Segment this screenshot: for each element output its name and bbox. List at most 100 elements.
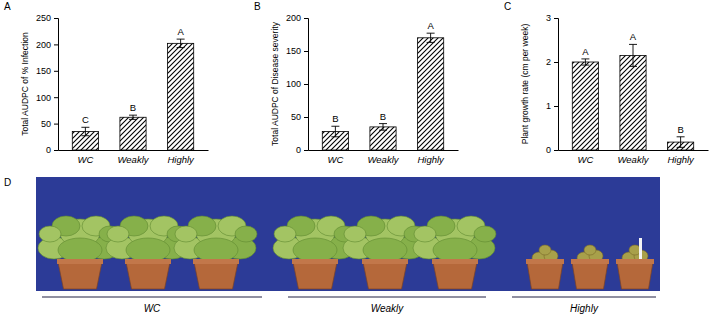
pot-rim bbox=[526, 259, 564, 264]
tick: 250 bbox=[36, 13, 58, 23]
error-cap bbox=[177, 47, 185, 48]
leaf bbox=[235, 226, 257, 242]
tick-mark bbox=[554, 62, 558, 63]
tick-mark bbox=[554, 150, 558, 151]
plant bbox=[273, 216, 356, 289]
axis-line bbox=[59, 150, 209, 151]
y-axis: 050100150200 bbox=[286, 13, 309, 155]
plant bbox=[616, 238, 654, 289]
error-stem bbox=[585, 59, 586, 65]
leaf bbox=[194, 238, 238, 262]
tick: WC bbox=[327, 150, 343, 165]
tick: WC bbox=[577, 150, 593, 165]
tick: 100 bbox=[286, 79, 308, 89]
error-cap bbox=[177, 39, 185, 40]
tick: Highly bbox=[417, 150, 445, 165]
plot-area: AAB0123WCWeaklyHighly bbox=[546, 13, 709, 164]
leaf bbox=[344, 226, 366, 242]
group-underline bbox=[42, 296, 262, 297]
pot bbox=[527, 262, 563, 289]
error-cap bbox=[331, 126, 339, 127]
panel-label: C bbox=[504, 1, 511, 12]
pot-rim bbox=[571, 259, 609, 264]
error-stem bbox=[180, 39, 181, 47]
bar bbox=[620, 55, 646, 150]
error-bar bbox=[177, 39, 185, 47]
tick-label: WC bbox=[77, 154, 93, 165]
group-underline bbox=[288, 296, 486, 297]
pot bbox=[572, 262, 608, 289]
significance-letter: B bbox=[130, 102, 136, 113]
leaf bbox=[274, 226, 296, 242]
significance-letter: A bbox=[427, 20, 434, 31]
tick-mark bbox=[54, 71, 58, 72]
group-underline bbox=[512, 296, 656, 297]
tick-label: 200 bbox=[36, 40, 51, 50]
tick-mark bbox=[304, 18, 308, 19]
leaf bbox=[293, 238, 337, 262]
tick-label: 200 bbox=[286, 13, 301, 23]
error-bar bbox=[629, 44, 637, 66]
tick: 0 bbox=[296, 145, 308, 155]
error-bar bbox=[427, 33, 435, 42]
tick: 0 bbox=[546, 145, 558, 155]
chart: BBBA050100150200WCWeaklyHighlyTotal AUDP… bbox=[254, 1, 459, 165]
plant bbox=[526, 245, 564, 289]
error-stem bbox=[85, 127, 86, 135]
x-axis: WC Weakly Highly bbox=[309, 150, 459, 165]
panel-label: D bbox=[4, 177, 11, 188]
significance-letter: A bbox=[630, 31, 637, 42]
leaf bbox=[107, 226, 129, 242]
error-stem bbox=[633, 44, 634, 66]
x-axis: WCWeaklyHighly bbox=[559, 150, 709, 165]
tick: WC bbox=[77, 150, 93, 165]
error-cap bbox=[427, 42, 435, 43]
error-cap bbox=[427, 33, 435, 34]
pot-rim bbox=[125, 259, 171, 264]
error-bar bbox=[331, 126, 339, 137]
tick: Highly bbox=[167, 150, 195, 165]
panel-label: B bbox=[254, 1, 261, 12]
error-bar bbox=[581, 59, 589, 65]
y-axis: 0123 bbox=[546, 13, 559, 155]
error-cap bbox=[629, 44, 637, 45]
tick-label: 250 bbox=[36, 13, 51, 23]
leaf bbox=[433, 238, 477, 262]
tick-mark bbox=[54, 124, 58, 125]
panel-label: A bbox=[4, 1, 11, 12]
significance-letter: B bbox=[677, 124, 683, 135]
tick-label: 1 bbox=[546, 101, 551, 111]
tick-mark bbox=[304, 84, 308, 85]
tick: Highly bbox=[667, 150, 695, 165]
tick: Weakly bbox=[368, 150, 400, 165]
tick-label: 3 bbox=[546, 13, 551, 23]
plant bbox=[174, 216, 257, 289]
tick-label: 0 bbox=[46, 145, 51, 155]
pot-rim bbox=[193, 259, 239, 264]
plant bbox=[413, 216, 496, 289]
tick-mark bbox=[54, 44, 58, 45]
photo-background bbox=[36, 177, 660, 291]
error-cap bbox=[81, 135, 89, 136]
leaf bbox=[58, 238, 102, 262]
error-stem bbox=[133, 115, 134, 119]
leaf bbox=[363, 238, 407, 262]
figure: ACBA050100150200250WCWeaklyHighlyTotal A… bbox=[0, 0, 714, 320]
y-axis-title: Total AUDPC of % Infection bbox=[20, 32, 30, 136]
chart: CAAB0123WCWeaklyHighlyPlant growth rate … bbox=[504, 1, 709, 165]
tick-label: 100 bbox=[36, 93, 51, 103]
tick-mark bbox=[304, 150, 308, 151]
error-cap bbox=[129, 119, 137, 120]
tick: 100 bbox=[36, 93, 58, 103]
tick-mark bbox=[54, 97, 58, 98]
pot bbox=[617, 262, 653, 289]
error-cap bbox=[581, 65, 589, 66]
pot bbox=[363, 262, 407, 289]
tick-label: 0 bbox=[296, 145, 301, 155]
tick-label: Weakly bbox=[118, 154, 150, 165]
tick-label: 0 bbox=[546, 145, 551, 155]
bar bbox=[168, 43, 194, 150]
tick: 50 bbox=[291, 112, 308, 122]
pot bbox=[194, 262, 238, 289]
tick-label: Highly bbox=[667, 154, 695, 165]
